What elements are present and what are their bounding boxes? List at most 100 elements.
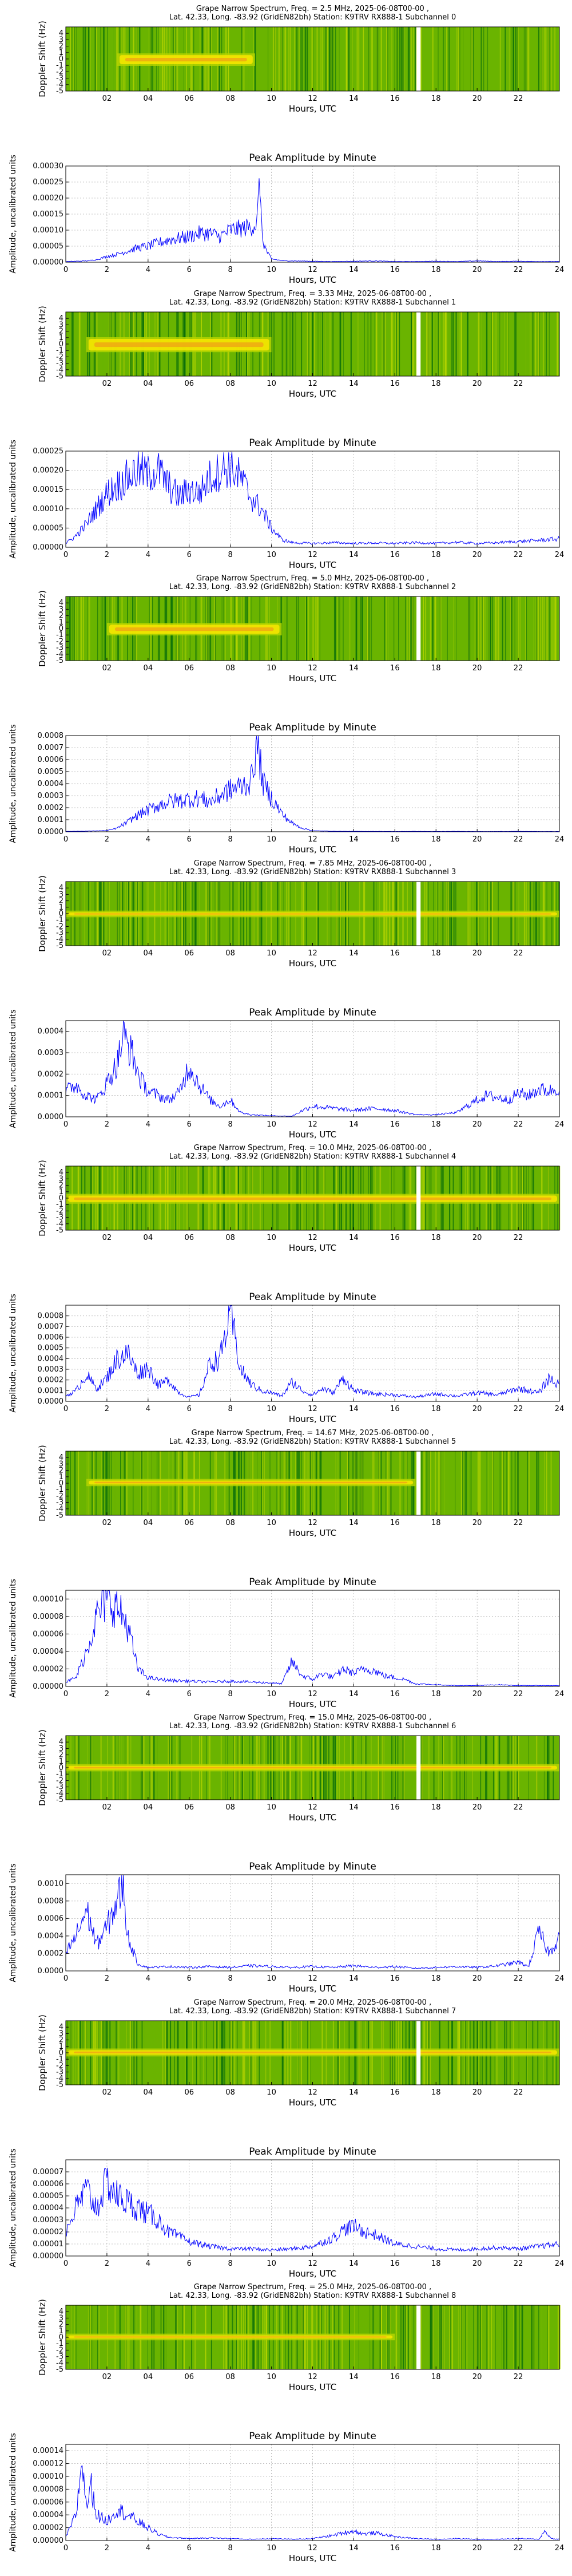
spectrogram-noise-stripe <box>475 2305 476 2369</box>
spectrogram-noise-stripe <box>78 312 81 376</box>
spectrogram-xtick-label: 22 <box>514 1519 523 1527</box>
spectrogram-signal-core <box>74 2336 387 2338</box>
spectrogram-xlabel: Hours, UTC <box>289 673 336 683</box>
amplitude-ytick-label: 0.0004 <box>38 1028 64 1036</box>
spectrogram-xtick-label: 02 <box>102 94 112 103</box>
spectrogram-noise-stripe <box>301 27 303 91</box>
spectrogram-xtick-label: 12 <box>308 94 317 103</box>
spectrogram-xtick-label: 06 <box>184 94 194 103</box>
spectrogram-noise-stripe <box>386 596 387 661</box>
spectrogram-xtick-label: 02 <box>102 380 112 388</box>
spectrogram-ylabel: Doppler Shift (Hz) <box>37 2299 47 2376</box>
spectrogram-noise-stripe <box>430 2305 431 2369</box>
spectrogram-xtick-label: 16 <box>390 2088 400 2097</box>
amplitude-ytick-label: 0.0000 <box>38 1113 64 1121</box>
spectrogram-noise-stripe <box>499 312 500 376</box>
spectrogram-noise-stripe <box>477 2305 479 2369</box>
amplitude-xtick-label: 0 <box>63 2544 68 2553</box>
spectrogram-noise-stripe <box>468 596 470 661</box>
spectrogram-ytick-label: -1 <box>56 916 63 924</box>
amplitude-xtick-label: 14 <box>349 1690 359 1698</box>
spectrogram-noise-stripe <box>488 312 490 376</box>
spectrogram-noise-stripe <box>483 27 484 91</box>
amplitude-ytick-label: 0.00008 <box>33 1613 63 1621</box>
spectrogram-noise-stripe <box>391 27 392 91</box>
spectrogram-noise-stripe <box>516 312 517 376</box>
spectrogram-noise-stripe <box>70 27 72 91</box>
spectrogram-xtick-label: 04 <box>144 1234 153 1242</box>
spectrogram-ytick-label: 3 <box>59 1744 63 1753</box>
spectrogram-noise-stripe <box>414 312 416 376</box>
spectrogram-ytick-label: 2 <box>59 327 63 336</box>
spectrogram-ylabel: Doppler Shift (Hz) <box>37 1160 47 1236</box>
spectrogram-noise-stripe <box>546 27 547 91</box>
spectrogram-xtick-label: 04 <box>144 1803 153 1812</box>
spectrogram-noise-stripe <box>532 312 534 376</box>
spectrogram-noise-stripe <box>513 312 515 376</box>
amplitude-xtick-label: 18 <box>431 1690 441 1698</box>
spectrogram-noise-stripe <box>307 596 308 661</box>
spectrogram-ylabel: Doppler Shift (Hz) <box>37 306 47 382</box>
spectrogram-noise-stripe <box>542 312 544 376</box>
spectrogram-panel-0: Grape Narrow Spectrum, Freq. = 2.5 MHz, … <box>37 5 560 114</box>
spectrogram-noise-stripe <box>387 27 388 91</box>
amplitude-ytick-label: 0.00000 <box>33 1682 63 1691</box>
spectrogram-noise-stripe <box>507 596 508 661</box>
spectrogram-ytick-label: -2 <box>56 922 63 931</box>
spectrogram-noise-stripe <box>285 312 287 376</box>
spectrogram-ytick-label: -1 <box>56 346 63 355</box>
amplitude-ytick-label: 0.0001 <box>38 1386 64 1395</box>
spectrogram-noise-stripe <box>548 2305 550 2369</box>
spectrogram-title: Grape Narrow Spectrum, Freq. = 5.0 MHz, … <box>196 574 429 583</box>
spectrogram-noise-stripe <box>432 312 433 376</box>
spectrogram-noise-stripe <box>69 596 70 661</box>
spectrogram-xtick-label: 14 <box>349 1803 359 1812</box>
spectrogram-ytick-label: 4 <box>59 884 63 892</box>
amplitude-frame <box>65 2159 560 2257</box>
amplitude-xtick-label: 24 <box>555 1120 565 1129</box>
spectrogram-ytick-label: -5 <box>56 1796 63 1804</box>
spectrogram-noise-stripe <box>539 27 541 91</box>
spectrogram-ytick-label: 2 <box>59 897 63 906</box>
spectrogram-noise-stripe <box>536 312 538 376</box>
spectrogram-xtick-label: 16 <box>390 94 400 103</box>
spectrogram-xtick-label: 08 <box>225 1234 235 1242</box>
amplitude-xtick-label: 12 <box>308 1690 317 1698</box>
spectrogram-noise-stripe <box>392 27 394 91</box>
spectrogram-noise-stripe <box>82 27 85 91</box>
amplitude-xtick-label: 6 <box>187 1120 192 1129</box>
amplitude-xtick-label: 12 <box>308 551 317 559</box>
spectrogram-ytick-label: -4 <box>56 935 63 944</box>
spectrogram-noise-stripe <box>531 2305 533 2369</box>
spectrogram-ytick-label: -1 <box>56 631 63 639</box>
amplitude-ytick-label: 0.00000 <box>33 2252 63 2261</box>
spectrogram-xtick-label: 14 <box>349 2373 359 2381</box>
amplitude-ytick-label: 0.00006 <box>33 1630 63 1638</box>
amplitude-xtick-label: 8 <box>228 1690 233 1698</box>
spectrogram-xtick-label: 14 <box>349 1519 359 1527</box>
spectrogram-noise-stripe <box>400 596 402 661</box>
spectrogram-noise-stripe <box>414 312 415 376</box>
spectrogram-noise-stripe <box>300 27 301 91</box>
spectrogram-noise-stripe <box>384 27 386 91</box>
spectrogram-noise-stripe <box>553 596 555 661</box>
amplitude-xtick-label: 22 <box>514 1974 523 1983</box>
spectrogram-ytick-label: -3 <box>56 2068 63 2077</box>
spectrogram-subtitle: Lat. 42.33, Long. -83.92 (GridEN82bh) St… <box>169 1152 456 1161</box>
spectrogram-noise-stripe <box>425 596 427 661</box>
spectrogram-noise-stripe <box>527 2305 530 2369</box>
amplitude-xtick-label: 24 <box>555 2544 565 2553</box>
spectrogram-noise-stripe <box>73 27 74 91</box>
amplitude-series-line <box>65 1590 559 1686</box>
spectrogram-xtick-label: 22 <box>514 94 523 103</box>
spectrogram-noise-stripe <box>107 27 108 91</box>
spectrogram-ytick-label: 0 <box>59 910 63 918</box>
spectrogram-noise-stripe <box>371 312 372 376</box>
spectrogram-noise-stripe <box>403 2305 404 2369</box>
spectrogram-ytick-label: -1 <box>56 1200 63 1209</box>
spectrogram-noise-stripe <box>442 1451 444 1515</box>
spectrogram-noise-stripe <box>492 1451 494 1515</box>
spectrogram-noise-stripe <box>454 27 456 91</box>
spectrogram-noise-stripe <box>499 2305 501 2369</box>
amplitude-xtick-label: 2 <box>105 1690 109 1698</box>
